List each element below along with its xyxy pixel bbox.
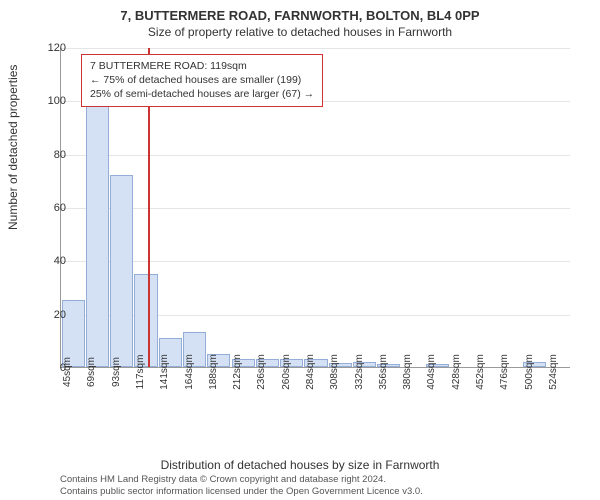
plot-region: 7 BUTTERMERE ROAD: 119sqm ← 75% of detac… bbox=[60, 48, 570, 368]
y-tick-label: 40 bbox=[54, 255, 66, 267]
x-tick-label: 476sqm bbox=[499, 354, 510, 390]
y-tick-label: 120 bbox=[48, 42, 66, 54]
info-box: 7 BUTTERMERE ROAD: 119sqm ← 75% of detac… bbox=[81, 54, 323, 107]
y-tick-label: 20 bbox=[54, 309, 66, 321]
x-tick-label: 380sqm bbox=[402, 354, 413, 390]
x-tick-label: 164sqm bbox=[184, 354, 195, 390]
x-tick-label: 284sqm bbox=[305, 354, 316, 390]
grid-line bbox=[61, 155, 570, 156]
info-line-3: 25% of semi-detached houses are larger (… bbox=[90, 87, 314, 101]
info-line-1: 7 BUTTERMERE ROAD: 119sqm bbox=[90, 59, 314, 73]
x-tick-label: 524sqm bbox=[548, 354, 559, 390]
x-tick-label: 428sqm bbox=[451, 354, 462, 390]
chart-title-main: 7, BUTTERMERE ROAD, FARNWORTH, BOLTON, B… bbox=[0, 0, 600, 23]
x-tick-label: 93sqm bbox=[111, 357, 122, 387]
info-line-2: ← 75% of detached houses are smaller (19… bbox=[90, 73, 314, 87]
y-tick-label: 100 bbox=[48, 95, 66, 107]
x-axis-label: Distribution of detached houses by size … bbox=[0, 458, 600, 472]
x-tick-label: 308sqm bbox=[329, 354, 340, 390]
histogram-bar bbox=[110, 175, 133, 367]
x-tick-label: 356sqm bbox=[378, 354, 389, 390]
x-tick-label: 500sqm bbox=[524, 354, 535, 390]
grid-line bbox=[61, 261, 570, 262]
y-axis-label: Number of detached properties bbox=[6, 65, 20, 230]
chart-title-sub: Size of property relative to detached ho… bbox=[0, 23, 600, 39]
histogram-bar bbox=[134, 274, 157, 367]
grid-line bbox=[61, 48, 570, 49]
x-tick-label: 332sqm bbox=[354, 354, 365, 390]
attribution-line-1: Contains HM Land Registry data © Crown c… bbox=[60, 474, 590, 486]
x-tick-label: 69sqm bbox=[86, 357, 97, 387]
x-tick-label: 212sqm bbox=[232, 354, 243, 390]
attribution-line-2: Contains public sector information licen… bbox=[60, 486, 590, 498]
chart-area: 7 BUTTERMERE ROAD: 119sqm ← 75% of detac… bbox=[60, 48, 580, 418]
histogram-bar bbox=[86, 95, 109, 367]
y-tick-label: 0 bbox=[60, 362, 66, 374]
x-tick-label: 452sqm bbox=[475, 354, 486, 390]
x-tick-label: 141sqm bbox=[159, 354, 170, 390]
y-tick-label: 60 bbox=[54, 202, 66, 214]
grid-line bbox=[61, 208, 570, 209]
x-tick-label: 260sqm bbox=[281, 354, 292, 390]
y-tick-label: 80 bbox=[54, 149, 66, 161]
attribution: Contains HM Land Registry data © Crown c… bbox=[60, 474, 590, 498]
x-tick-label: 188sqm bbox=[208, 354, 219, 390]
x-tick-label: 236sqm bbox=[256, 354, 267, 390]
x-tick-label: 117sqm bbox=[135, 355, 146, 390]
x-tick-label: 404sqm bbox=[426, 354, 437, 390]
